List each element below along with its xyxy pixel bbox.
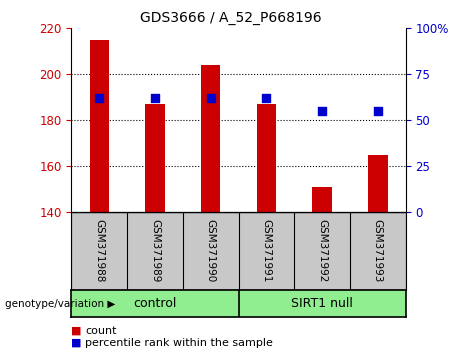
Point — [207, 96, 214, 101]
Text: GSM371989: GSM371989 — [150, 219, 160, 282]
Text: control: control — [133, 297, 177, 310]
Bar — [313, 187, 332, 212]
Text: GSM371992: GSM371992 — [317, 219, 327, 282]
Bar — [201, 65, 220, 212]
Text: GSM371993: GSM371993 — [373, 219, 383, 282]
Text: ■: ■ — [71, 338, 82, 348]
Point — [374, 108, 382, 114]
Text: count: count — [85, 326, 117, 336]
Point — [263, 96, 270, 101]
Bar — [145, 104, 165, 212]
Point — [95, 96, 103, 101]
Text: genotype/variation ▶: genotype/variation ▶ — [5, 298, 115, 309]
Bar — [257, 104, 276, 212]
Text: percentile rank within the sample: percentile rank within the sample — [85, 338, 273, 348]
Bar — [89, 40, 109, 212]
Text: GSM371991: GSM371991 — [261, 219, 272, 282]
Text: GSM371990: GSM371990 — [206, 219, 216, 282]
Text: GDS3666 / A_52_P668196: GDS3666 / A_52_P668196 — [140, 11, 321, 25]
Bar — [368, 155, 388, 212]
Text: ■: ■ — [71, 326, 82, 336]
Text: GSM371988: GSM371988 — [95, 219, 104, 282]
Point — [319, 108, 326, 114]
Text: SIRT1 null: SIRT1 null — [291, 297, 353, 310]
Point — [151, 96, 159, 101]
